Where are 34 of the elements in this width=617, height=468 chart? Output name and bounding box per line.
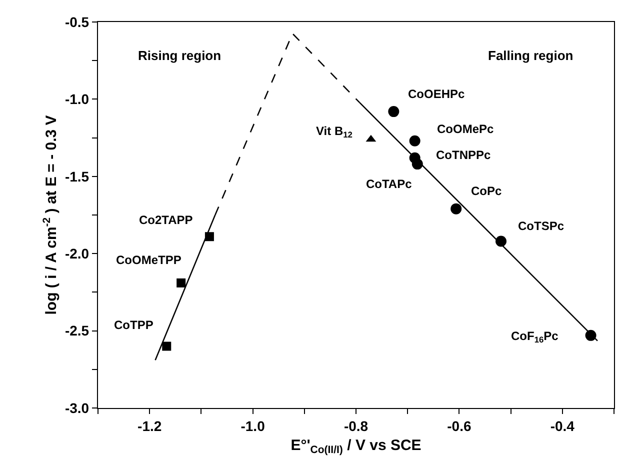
point	[585, 330, 596, 341]
annotation: CoOMeTPP	[116, 253, 182, 267]
annotation: CoPc	[471, 184, 502, 198]
annotation: CoF$_{16}$Pc	[511, 329, 559, 345]
x-tick-label: -0.4	[550, 418, 575, 434]
x-tick-label: -1.0	[240, 418, 266, 434]
point	[496, 236, 506, 247]
annotation: CoTNPPc	[436, 148, 491, 162]
point	[412, 158, 423, 170]
point	[450, 203, 462, 214]
x-tick-label: -0.6	[447, 418, 472, 434]
annotation: CoOEHPc	[408, 87, 466, 101]
annotation: Vit B$_{12}$	[316, 124, 353, 140]
annotation: CoTPP	[114, 318, 154, 332]
annotation: CoOMePc	[437, 122, 494, 136]
y-tick-label: -0.5	[64, 14, 90, 30]
y-tick-label: -1.5	[64, 168, 90, 184]
y-tick-label: -2.0	[64, 246, 90, 262]
point	[388, 106, 400, 118]
point	[409, 135, 420, 146]
annotation: Rising region	[138, 48, 222, 63]
x-axis-title: E°'$_{Co(II/I)}$ / V vs SCE	[290, 436, 422, 456]
point	[162, 342, 172, 351]
annotation: Falling region	[488, 48, 574, 63]
y-tick-label: -3.0	[64, 400, 90, 416]
x-tick-label: -0.8	[344, 418, 368, 434]
x-tick-label: -1.2	[138, 418, 162, 434]
annotation: CoTSPc	[518, 219, 564, 233]
point	[204, 232, 214, 242]
annotation: CoTAPc	[366, 177, 412, 191]
y-tick-label: -2.5	[64, 322, 90, 339]
annotation: Co2TAPP	[139, 213, 193, 227]
y-tick-label: -1.0	[64, 91, 90, 108]
point	[176, 278, 186, 288]
